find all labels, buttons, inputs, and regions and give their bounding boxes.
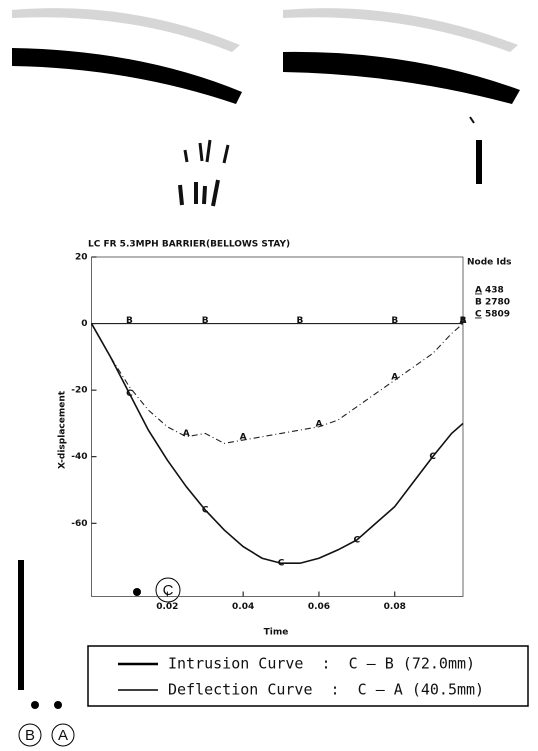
- legend-node-id: 2780: [485, 298, 510, 308]
- x-axis-label: Time: [264, 628, 289, 638]
- series-line: [92, 324, 464, 564]
- y-tick-label: -40: [71, 452, 87, 462]
- legend-title: Node Ids: [467, 258, 512, 268]
- point-marker: A: [183, 429, 190, 439]
- point-marker: A: [240, 433, 247, 443]
- point-marker: C: [278, 559, 285, 569]
- point-marker: B: [391, 316, 398, 326]
- legend-name: C: [475, 310, 482, 320]
- legend-text: Deflection Curve : C – A (40.5mm): [168, 681, 484, 699]
- y-axis-label: X-displacement: [58, 390, 68, 469]
- y-tick-label: 20: [75, 253, 88, 263]
- callout: A: [58, 727, 68, 744]
- x-tick-label: 0.04: [232, 602, 254, 612]
- legend-node-id: 5809: [485, 310, 510, 320]
- series-line: [92, 324, 464, 444]
- x-tick-label: 0.02: [156, 602, 178, 612]
- y-tick-label: -20: [71, 386, 87, 396]
- x-tick-label: 0.08: [384, 602, 406, 612]
- legend-text: Intrusion Curve : C – B (72.0mm): [168, 655, 475, 673]
- point-marker: B: [202, 316, 209, 326]
- legend-node-id: 438: [485, 286, 504, 296]
- y-tick-label: -60: [71, 519, 87, 529]
- callout: B: [25, 727, 35, 744]
- y-tick-label: 0: [81, 319, 87, 329]
- point-marker: C: [126, 389, 133, 399]
- point-marker: C: [429, 452, 436, 462]
- point-marker: C: [202, 505, 209, 515]
- point-marker: C: [354, 535, 361, 545]
- point-marker: B: [297, 316, 304, 326]
- legend-name: B: [475, 298, 482, 308]
- point-marker: B: [126, 316, 133, 326]
- point-marker: B: [460, 316, 467, 326]
- chart-title: LC FR 5.3MPH BARRIER(BELLOWS STAY): [88, 240, 290, 250]
- point-marker: A: [391, 373, 398, 383]
- legend-name: A: [475, 286, 482, 296]
- x-tick-label: 0.06: [308, 602, 330, 612]
- point-marker: A: [315, 419, 322, 429]
- page: B A C LC FR 5.3MPH BARRIER(BELLOWS STAY)…: [0, 0, 538, 751]
